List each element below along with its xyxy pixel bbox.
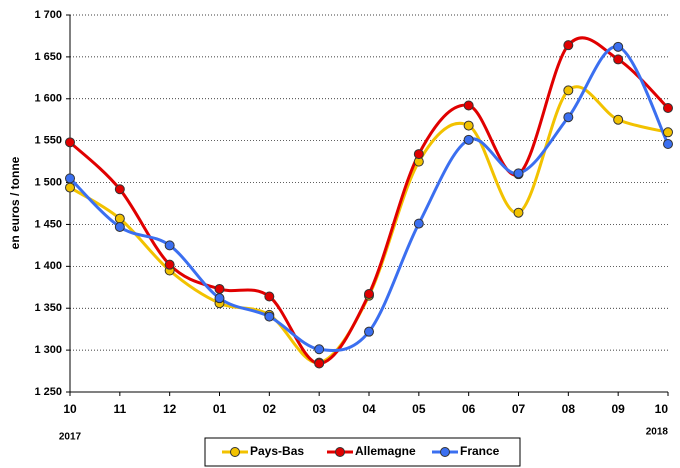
- data-point: [314, 358, 325, 369]
- data-point: [663, 139, 673, 150]
- x-tick-label: 08: [562, 402, 576, 416]
- legend-marker: [440, 447, 450, 457]
- data-point: [563, 112, 574, 123]
- data-point: [663, 102, 673, 113]
- legend-marker: [230, 447, 240, 457]
- legend-marker: [335, 447, 345, 457]
- y-tick-label: 1 300: [34, 344, 62, 356]
- data-point: [114, 213, 125, 224]
- y-axis-title: en euros / tonne: [8, 156, 22, 249]
- data-point: [563, 85, 574, 96]
- data-point: [364, 326, 374, 337]
- data-point: [563, 40, 574, 51]
- legend-label: France: [460, 444, 500, 458]
- series-line: [68, 45, 670, 353]
- data-point: [613, 41, 624, 52]
- data-point: [413, 149, 424, 160]
- x-tick-label: 02: [263, 402, 277, 416]
- y-tick-label: 1 500: [34, 176, 62, 188]
- series-line: [69, 85, 669, 365]
- y-tick-label: 1 350: [34, 302, 62, 314]
- legend-box: [204, 437, 521, 467]
- data-point: [613, 114, 624, 125]
- data-point: [613, 54, 624, 65]
- data-point: [513, 207, 524, 218]
- x-tick-label: 06: [462, 402, 476, 416]
- y-tick-label: 1 250: [34, 386, 62, 398]
- y-tick-label: 1 700: [34, 9, 62, 21]
- year-label: 2017: [59, 432, 82, 443]
- x-tick-label: 11: [113, 402, 126, 416]
- y-tick-label: 1 550: [34, 135, 62, 147]
- data-point: [164, 240, 175, 251]
- y-tick-label: 1 400: [34, 260, 62, 272]
- data-point: [663, 127, 673, 138]
- year-label: 2018: [646, 427, 669, 438]
- y-tick-label: 1 600: [34, 93, 62, 105]
- data-point: [413, 218, 424, 229]
- x-tick-label: 09: [611, 402, 625, 416]
- data-point: [214, 283, 225, 294]
- data-point: [463, 100, 474, 111]
- data-point: [65, 137, 75, 148]
- x-tick-label: 12: [163, 402, 177, 416]
- x-tick-label: 10: [655, 402, 669, 416]
- x-tick-label: 01: [213, 402, 227, 416]
- data-point: [314, 344, 325, 355]
- data-point: [65, 173, 75, 184]
- x-tick-label: 03: [312, 402, 326, 416]
- data-point: [463, 134, 474, 145]
- x-tick-label: 10: [63, 402, 77, 416]
- data-point: [114, 184, 125, 195]
- x-tick-label: 05: [412, 402, 426, 416]
- data-point: [364, 288, 374, 299]
- x-tick-label: 04: [362, 402, 376, 416]
- x-tick-label: 07: [512, 402, 526, 416]
- y-tick-label: 1 650: [34, 51, 62, 63]
- data-point: [114, 221, 125, 232]
- legend-label: Pays-Bas: [250, 444, 304, 458]
- y-tick-label: 1 450: [34, 218, 62, 230]
- data-point: [264, 311, 275, 322]
- legend-label: Allemagne: [355, 444, 416, 458]
- data-point: [65, 182, 75, 193]
- data-point: [463, 120, 474, 131]
- data-point: [164, 259, 175, 270]
- data-point: [264, 291, 275, 302]
- data-point: [214, 293, 225, 304]
- data-point: [513, 168, 524, 179]
